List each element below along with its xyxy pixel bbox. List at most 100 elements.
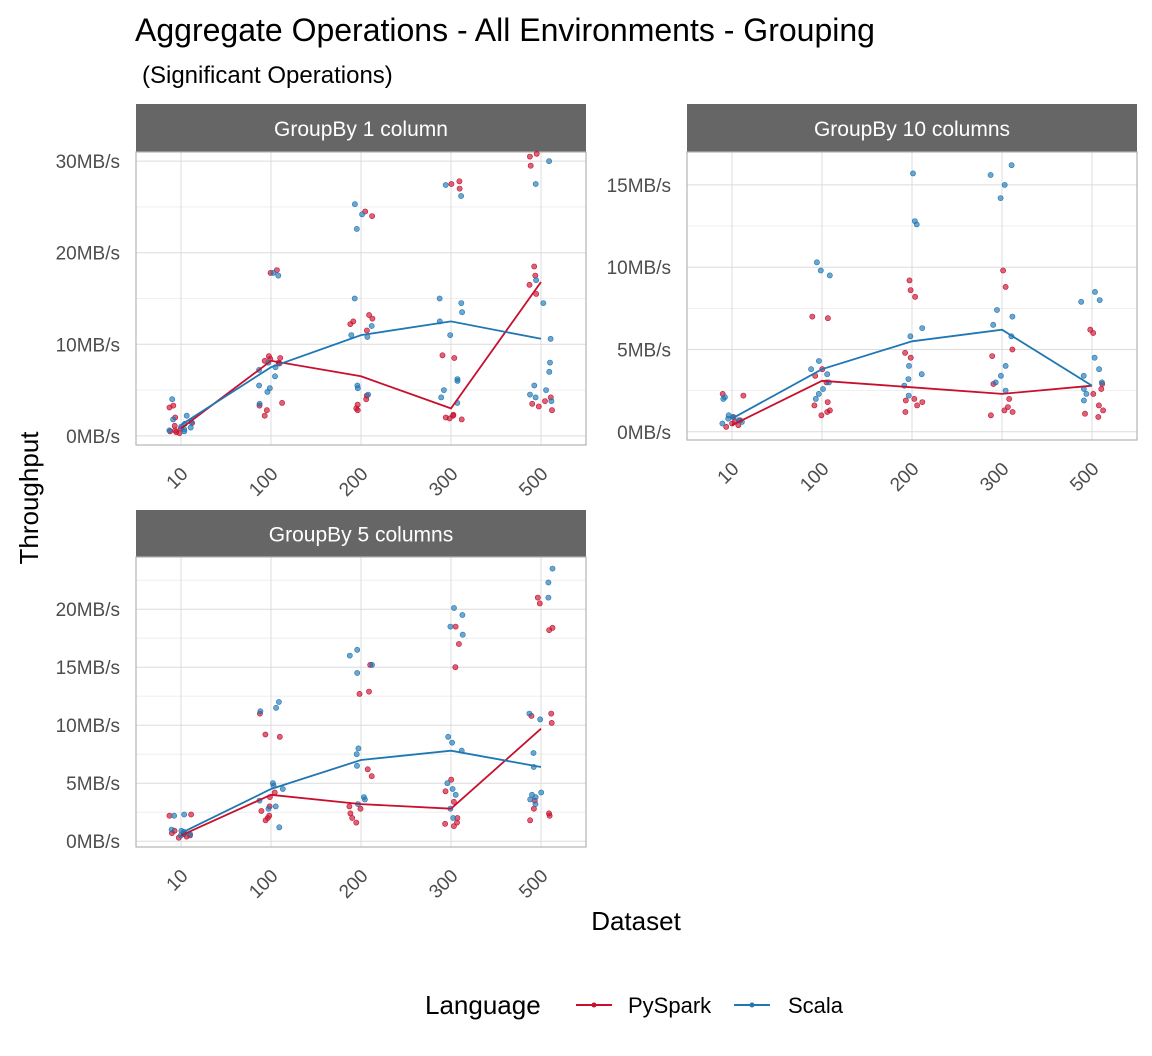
y-tick-label: 0MB/s [66, 832, 120, 853]
data-point-pyspark [1090, 390, 1097, 397]
data-point-scala [1080, 372, 1087, 379]
data-point-scala [444, 780, 451, 787]
data-point-scala [547, 359, 553, 366]
data-point-pyspark [825, 315, 831, 322]
panel-1: GroupBy 1 column 0MB/s 10MB/s 20MB/s 30MB/s 1… [56, 104, 587, 501]
data-point-pyspark [549, 407, 555, 414]
data-point-pyspark [533, 150, 540, 157]
y-tick-label: 20MB/s [56, 600, 120, 621]
data-point-scala [275, 272, 282, 279]
data-point-scala [540, 300, 547, 306]
panel-border [686, 151, 1138, 441]
data-point-scala [1096, 366, 1102, 373]
data-point-pyspark [439, 352, 446, 359]
data-point-pyspark [548, 710, 555, 717]
data-point-scala [187, 424, 194, 431]
data-point-scala [351, 201, 358, 208]
data-point-scala [538, 789, 545, 796]
data-point-scala [1078, 298, 1085, 305]
data-point-pyspark [919, 399, 926, 405]
data-point-scala [720, 395, 727, 402]
data-point-pyspark [549, 624, 556, 631]
data-point-scala [449, 739, 455, 746]
data-point-pyspark [1095, 414, 1102, 420]
data-point-scala [994, 307, 1000, 313]
data-point-pyspark [534, 594, 541, 601]
data-point-pyspark [902, 409, 909, 415]
data-point-pyspark [451, 355, 458, 361]
data-point-pyspark [1009, 346, 1016, 353]
data-point-pyspark [1098, 386, 1105, 392]
data-point-scala [990, 321, 997, 328]
data-point-pyspark [346, 803, 353, 810]
data-point-pyspark [456, 178, 463, 185]
x-tick-label: 500 [1066, 459, 1103, 496]
data-point-scala [355, 745, 362, 752]
data-point-scala [449, 786, 456, 792]
data-point-pyspark [1087, 326, 1094, 333]
data-point-pyspark [811, 402, 818, 409]
panel-strip-title: GroupBy 1 column [274, 118, 448, 141]
y-tick-label: 10MB/s [607, 258, 671, 279]
data-point-scala [458, 300, 465, 306]
data-point-pyspark [347, 810, 354, 817]
data-point-scala [911, 218, 918, 224]
data-point-pyspark [1006, 395, 1013, 402]
data-point-scala [531, 382, 538, 389]
data-point-scala [826, 272, 833, 279]
data-point-scala [459, 309, 465, 316]
data-point-pyspark [824, 399, 831, 405]
data-point-scala [359, 211, 365, 218]
data-point-pyspark [526, 281, 533, 288]
data-point-pyspark [1096, 402, 1102, 409]
data-point-scala [808, 366, 814, 373]
panel-strip [687, 104, 1137, 152]
data-point-scala [1081, 397, 1087, 404]
data-point-pyspark [452, 623, 459, 630]
data-point-scala [451, 605, 457, 611]
data-point-scala [459, 631, 466, 638]
series-line-scala [731, 328, 1093, 420]
data-point-scala [353, 225, 360, 232]
data-point-scala [992, 379, 999, 386]
panels: GroupBy 1 column 0MB/s 10MB/s 20MB/s 30MB/s 1… [56, 104, 1138, 903]
data-point-scala [348, 332, 355, 338]
data-point-pyspark [1001, 407, 1008, 414]
data-point-scala [170, 416, 176, 423]
chart-subtitle: (Significant Operations) [142, 62, 393, 89]
data-point-scala [545, 594, 552, 601]
data-point-pyspark [542, 398, 548, 404]
data-point-pyspark [452, 664, 459, 671]
data-point-scala [530, 750, 537, 756]
data-point-scala [276, 824, 283, 831]
data-point-scala [812, 395, 819, 402]
data-point-pyspark [366, 688, 372, 695]
data-point-scala [368, 323, 375, 329]
data-point-scala [814, 259, 820, 266]
data-point-pyspark [262, 731, 269, 738]
data-point-scala [447, 332, 454, 338]
x-tick-label: 200 [335, 464, 372, 501]
legend-key-scala [734, 1002, 770, 1008]
data-point-pyspark [536, 600, 543, 607]
data-point-scala [166, 427, 173, 434]
data-point-scala [532, 394, 539, 401]
data-point-scala [905, 376, 912, 382]
data-point-scala [183, 412, 190, 419]
y-tick-label: 15MB/s [607, 176, 671, 197]
x-tick-label: 10 [714, 459, 744, 489]
data-point-scala [450, 815, 457, 821]
data-point-pyspark [809, 313, 816, 320]
data-point-scala [365, 391, 371, 398]
y-tick-label: 20MB/s [56, 244, 120, 265]
data-point-pyspark [740, 392, 747, 399]
data-point-pyspark [455, 641, 462, 647]
panel-strip [136, 104, 586, 152]
x-tick-label: 500 [515, 464, 552, 501]
data-point-scala [275, 699, 282, 705]
data-point-pyspark [914, 402, 920, 409]
data-point-pyspark [527, 162, 534, 169]
data-point-pyspark [456, 185, 463, 192]
data-point-pyspark [527, 817, 533, 824]
data-point-scala [532, 801, 539, 807]
